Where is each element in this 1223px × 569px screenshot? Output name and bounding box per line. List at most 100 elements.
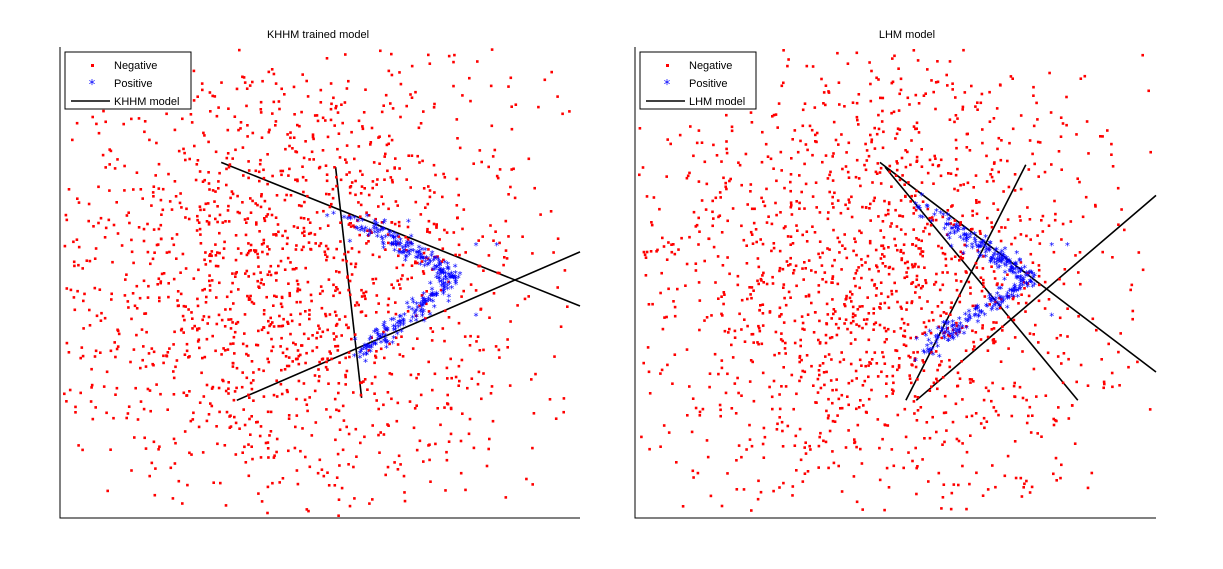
- chart-right-negative-point: [789, 256, 792, 260]
- chart-right-negative-point: [666, 138, 669, 141]
- chart-left-negative-point: [340, 103, 343, 106]
- chart-left-negative-point: [388, 372, 392, 375]
- chart-right-negative-point: [990, 328, 994, 331]
- chart-right-negative-point: [851, 312, 855, 316]
- chart-right-negative-point: [867, 397, 871, 401]
- chart-right-positive-point: *: [992, 302, 997, 313]
- chart-right-negative-point: [956, 167, 959, 171]
- chart-left-negative-point: [300, 344, 303, 347]
- chart-right-negative-point: [919, 247, 922, 250]
- chart-left-positive-point: *: [450, 273, 455, 284]
- chart-left-negative-point: [329, 107, 333, 111]
- chart-right-negative-point: [965, 146, 969, 149]
- chart-left-negative-point: [432, 106, 436, 109]
- chart-right-negative-point: [648, 392, 652, 395]
- chart-left-positive-point: *: [394, 241, 399, 252]
- chart-left-negative-point: [523, 297, 527, 301]
- chart-left-negative-point: [346, 276, 349, 279]
- chart-left-negative-point: [227, 381, 230, 384]
- chart-left-negative-point: [359, 393, 363, 397]
- chart-right-negative-point: [748, 286, 751, 289]
- chart-right-negative-point: [712, 245, 716, 249]
- chart-left-negative-point: [531, 446, 534, 450]
- chart-left-negative-point: [304, 266, 307, 270]
- chart-left-negative-point: [371, 186, 374, 190]
- chart-right-positive-point: *: [1065, 241, 1070, 252]
- chart-left-negative-point: [339, 221, 342, 224]
- chart-right-negative-point: [919, 406, 923, 409]
- chart-right-negative-point: [801, 321, 805, 325]
- chart-left-negative-point: [195, 229, 199, 232]
- chart-right-negative-point: [1011, 77, 1014, 80]
- chart-left-negative-point: [289, 136, 292, 140]
- chart-left-negative-point: [398, 71, 401, 74]
- chart-left-negative-point: [252, 272, 256, 276]
- chart-right-positive-point: *: [984, 302, 989, 313]
- chart-right-negative-point: [861, 326, 864, 330]
- chart-left-negative-point: [507, 85, 510, 88]
- chart-right-negative-point: [806, 313, 810, 316]
- chart-left-negative-point: [378, 451, 381, 454]
- chart-right-negative-point: [908, 377, 912, 380]
- chart-right-negative-point: [798, 174, 801, 177]
- chart-right-negative-point: [832, 228, 835, 232]
- chart-left-negative-point: [81, 448, 84, 452]
- chart-right-negative-point: [768, 385, 771, 389]
- chart-right-negative-point: [956, 189, 960, 192]
- chart-left-positive-point: *: [446, 297, 451, 308]
- chart-right-negative-point: [947, 172, 950, 175]
- chart-left-negative-point: [516, 304, 519, 307]
- chart-left-negative-point: [479, 307, 483, 311]
- chart-left-negative-point: [561, 112, 564, 116]
- chart-left-positive-point: *: [453, 278, 458, 289]
- chart-left-negative-point: [360, 185, 364, 188]
- chart-right-negative-point: [642, 361, 645, 365]
- chart-left-negative-point: [174, 195, 178, 198]
- chart-left-negative-point: [196, 218, 199, 222]
- chart-right-positive-point: *: [953, 224, 958, 235]
- chart-left-negative-point: [509, 320, 512, 323]
- chart-right-negative-point: [878, 323, 882, 327]
- chart-right-positive-point: *: [1007, 294, 1012, 305]
- chart-right-negative-point: [831, 264, 834, 268]
- chart-right-negative-point: [997, 413, 1000, 417]
- chart-right-negative-point: [958, 259, 961, 262]
- chart-right-negative-point: [932, 182, 935, 185]
- chart-left-negative-point: [125, 214, 129, 217]
- chart-right-negative-point: [876, 418, 880, 421]
- chart-left-positive-point: *: [415, 249, 420, 260]
- chart-right-negative-point: [992, 341, 995, 345]
- chart-right-negative-point: [698, 299, 702, 302]
- chart-left-negative-point: [264, 441, 268, 445]
- chart-right-negative-point: [696, 471, 700, 475]
- chart-left-negative-point: [474, 289, 478, 292]
- chart-right-positive-point: *: [941, 211, 946, 222]
- chart-left-positive-point: *: [420, 254, 425, 265]
- chart-right-negative-point: [913, 357, 917, 360]
- chart-right-negative-point: [843, 247, 847, 250]
- chart-left-negative-point: [211, 385, 215, 389]
- chart-right-negative-point: [966, 181, 970, 185]
- chart-left-negative-point: [414, 90, 417, 94]
- chart-right-positive-point: *: [985, 302, 990, 313]
- chart-right-negative-point: [999, 360, 1003, 363]
- chart-right-negative-point: [781, 267, 785, 271]
- chart-left-negative-point: [324, 164, 328, 167]
- chart-left-positive-point: *: [365, 212, 370, 223]
- chart-right-positive-point: *: [990, 304, 995, 315]
- chart-right-negative-point: [822, 371, 826, 374]
- chart-left-negative-point: [386, 465, 390, 469]
- chart-right-negative-point: [720, 312, 723, 316]
- chart-right-negative-point: [959, 280, 963, 283]
- chart-left-negative-point: [249, 249, 253, 252]
- chart-left-negative-point: [412, 426, 416, 430]
- chart-left-negative-point: [378, 162, 381, 165]
- chart-left-positive-point: *: [356, 217, 361, 228]
- chart-right-negative-point: [944, 264, 948, 267]
- chart-right-negative-point: [816, 377, 820, 381]
- chart-left-negative-point: [260, 328, 264, 332]
- chart-right-negative-point: [775, 179, 778, 183]
- chart-left-negative-point: [430, 339, 434, 342]
- chart-right-positive-point: *: [1007, 258, 1012, 269]
- chart-left-positive-point: *: [372, 225, 377, 236]
